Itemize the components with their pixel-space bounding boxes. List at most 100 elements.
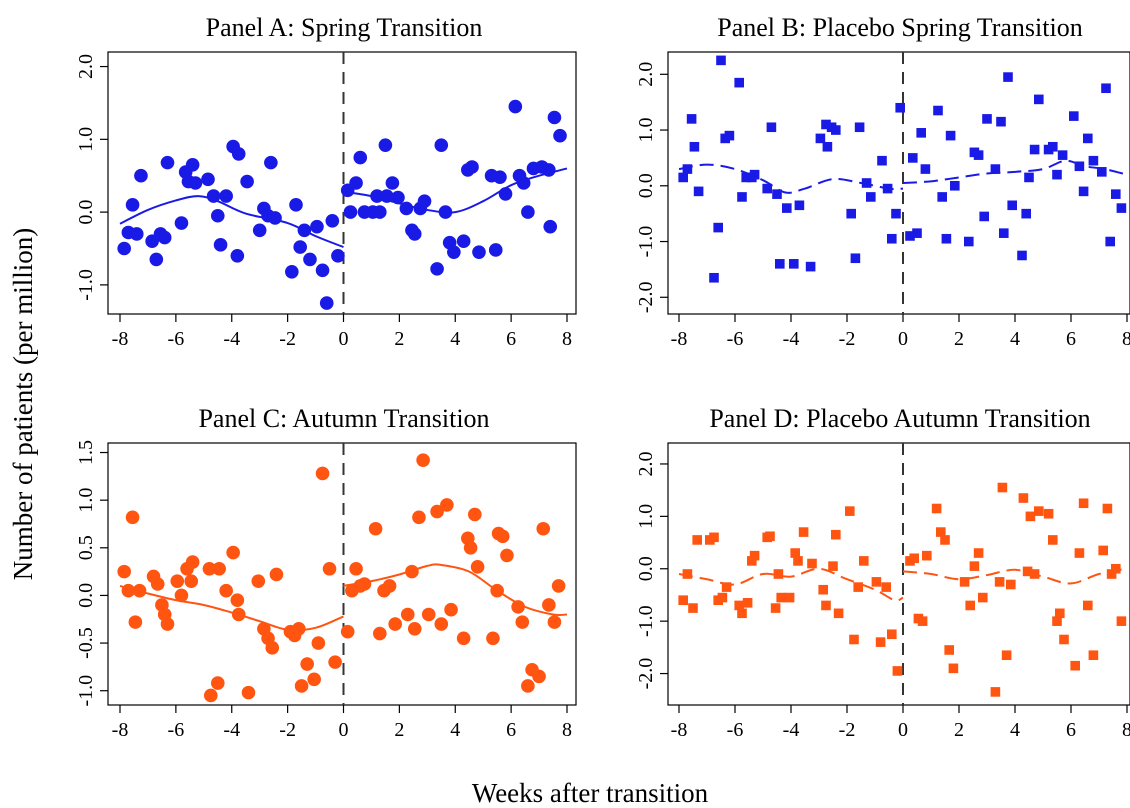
data-point — [766, 122, 777, 133]
data-point — [997, 482, 1008, 493]
x-tick-label: 4 — [450, 719, 460, 741]
data-point — [268, 211, 282, 225]
data-point — [773, 569, 784, 579]
data-point — [241, 685, 256, 700]
data-point — [853, 582, 863, 592]
data-point — [373, 205, 387, 219]
data-point — [818, 584, 828, 595]
data-point — [456, 631, 471, 646]
x-tick-label: -2 — [839, 719, 856, 741]
y-tick-label: -2.0 — [635, 281, 657, 313]
panel-title: Panel D: Placebo Autumn Transition — [709, 404, 1090, 433]
data-point — [385, 176, 400, 190]
x-tick-label: 4 — [1010, 719, 1020, 741]
x-axis-label: Weeks after transition — [472, 778, 709, 808]
x-tick-label: 2 — [954, 328, 964, 350]
data-point — [300, 657, 314, 671]
data-point — [782, 203, 792, 213]
data-point — [920, 164, 931, 174]
y-tick-label: 0.0 — [75, 583, 97, 608]
data-point — [210, 676, 225, 690]
data-point — [688, 603, 698, 613]
data-point — [713, 222, 723, 233]
x-tick-label: -2 — [279, 719, 296, 741]
data-point — [912, 228, 922, 238]
data-point — [969, 561, 980, 571]
data-point — [440, 498, 454, 512]
x-tick-label: 6 — [1066, 719, 1076, 741]
data-point — [536, 521, 551, 536]
data-point — [1052, 616, 1062, 626]
data-point — [990, 164, 1001, 174]
data-point — [382, 579, 397, 593]
x-tick-label: 8 — [562, 328, 572, 350]
data-point — [547, 110, 562, 125]
data-point — [1029, 144, 1040, 155]
data-point — [407, 227, 422, 241]
data-point — [1025, 511, 1036, 522]
data-point — [373, 626, 387, 641]
x-tick-label: -8 — [671, 719, 688, 741]
x-tick-label: 6 — [506, 719, 516, 741]
data-point — [1048, 141, 1058, 152]
data-point — [1083, 600, 1093, 611]
data-point — [219, 189, 233, 203]
data-point — [157, 230, 172, 245]
data-point — [515, 615, 530, 629]
data-point — [543, 219, 558, 234]
data-point — [945, 130, 956, 141]
data-point — [937, 192, 947, 202]
data-point — [391, 190, 405, 205]
data-point — [828, 561, 838, 571]
x-tick-label: -6 — [727, 328, 744, 350]
y-tick-label: 2.0 — [635, 62, 657, 87]
data-point — [831, 125, 841, 135]
data-point — [160, 617, 175, 631]
data-point — [871, 577, 882, 587]
data-point — [472, 245, 486, 259]
data-point — [465, 160, 479, 174]
data-points — [117, 99, 567, 310]
y-tick-label: -1.0 — [635, 605, 657, 637]
data-point — [185, 158, 200, 172]
data-point — [547, 615, 562, 629]
data-point — [1101, 83, 1111, 94]
data-point — [343, 205, 358, 219]
data-point — [1055, 608, 1065, 619]
x-tick-label: -4 — [783, 328, 800, 350]
data-point — [1043, 508, 1054, 519]
x-tick-label: -2 — [839, 328, 856, 350]
data-point — [463, 541, 478, 555]
data-point — [1034, 506, 1044, 516]
data-point — [1098, 545, 1108, 556]
data-point — [508, 99, 523, 114]
data-point — [917, 616, 928, 626]
x-tick-label: -2 — [279, 328, 296, 350]
data-point — [833, 608, 844, 619]
data-point — [134, 168, 148, 183]
data-point — [881, 582, 891, 592]
data-points — [678, 55, 1127, 283]
data-point — [1024, 172, 1034, 183]
data-point — [486, 631, 500, 646]
x-tick-label: -6 — [727, 719, 744, 741]
data-point — [285, 264, 299, 279]
y-tick-label: 0.0 — [75, 200, 97, 225]
data-point — [1106, 569, 1117, 579]
data-point — [965, 600, 975, 611]
data-point — [170, 574, 185, 588]
data-point — [686, 114, 697, 124]
data-point — [815, 133, 826, 144]
x-tick-label: -8 — [112, 328, 129, 350]
data-point — [747, 556, 757, 566]
data-point — [693, 186, 704, 197]
y-tick-label: 2.0 — [635, 451, 657, 476]
data-point — [877, 155, 887, 166]
data-point — [349, 561, 363, 576]
data-point — [149, 252, 164, 267]
data-point — [125, 198, 140, 212]
data-points — [117, 453, 566, 703]
data-point — [892, 666, 903, 676]
data-point — [1017, 250, 1027, 261]
